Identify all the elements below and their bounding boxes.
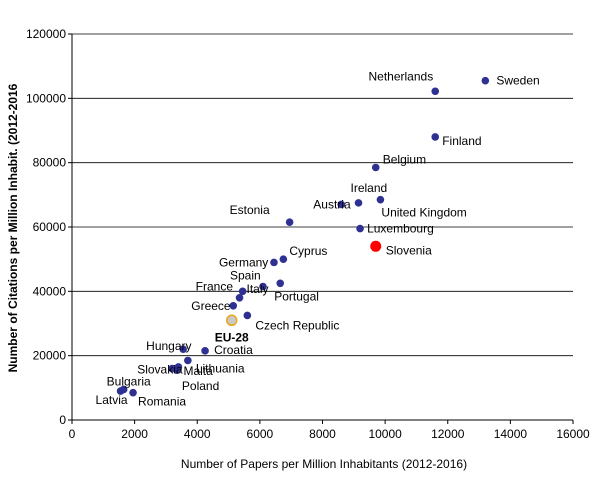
x-axis-title: Number of Papers per Million Inhabitants…	[181, 457, 467, 471]
label-cyprus: Cyprus	[289, 244, 327, 258]
label-france: France	[196, 279, 234, 293]
label-hungary: Hungary	[146, 339, 191, 353]
point-germany	[270, 258, 278, 267]
label-belgium: Belgium	[383, 152, 426, 166]
label-croatia: Croatia	[214, 343, 253, 357]
x-tick-label: 8000	[309, 427, 336, 441]
x-tick-label: 6000	[247, 427, 274, 441]
x-tick-label: 14000	[494, 427, 528, 441]
label-slovenia: Slovenia	[386, 243, 432, 257]
label-eu-28: EU-28	[215, 330, 249, 344]
point-cyprus	[279, 255, 288, 263]
point-italy	[235, 293, 244, 302]
point-portugal	[276, 279, 285, 288]
label-estonia: Estonia	[230, 203, 270, 217]
y-tick-label: 60000	[33, 220, 67, 234]
y-tick-label: 40000	[33, 284, 67, 298]
axes	[68, 33, 574, 424]
label-portugal: Portugal	[274, 289, 319, 303]
point-finland	[431, 133, 440, 141]
y-tick-label: 80000	[33, 156, 67, 170]
point-romania	[129, 388, 137, 397]
label-ireland: Ireland	[351, 181, 388, 195]
point-luxembourg	[356, 224, 364, 233]
label-italy: Italy	[247, 282, 269, 296]
label-netherlands: Netherlands	[369, 69, 434, 83]
point-austria	[337, 200, 346, 209]
point-france	[238, 287, 247, 296]
gridlines	[72, 33, 573, 357]
point-eu-28	[225, 314, 238, 327]
point-ireland	[354, 199, 363, 207]
point-spain	[259, 282, 267, 291]
label-czech-republic: Czech Republic	[255, 318, 339, 332]
label-luxembourg: Luxembourg	[367, 222, 434, 236]
x-tick-label: 4000	[184, 427, 211, 441]
label-finland: Finland	[442, 134, 481, 148]
label-united-kingdom: United Kingdom	[381, 206, 466, 220]
point-poland	[173, 366, 181, 374]
point-greece	[229, 302, 238, 310]
label-bulgaria: Bulgaria	[107, 374, 151, 388]
y-axis-title: Number of Citations per Million Inhabit.…	[6, 83, 20, 372]
label-slovakia: Slovakia	[137, 363, 183, 377]
point-latvia	[116, 387, 125, 395]
point-united-kingdom	[376, 195, 385, 204]
point-netherlands	[431, 87, 440, 96]
label-sweden: Sweden	[496, 74, 539, 88]
x-tick-label: 2000	[121, 427, 148, 441]
point-slovenia	[370, 240, 382, 252]
label-austria: Austria	[313, 197, 351, 211]
point-sweden	[481, 76, 490, 85]
data-points	[116, 76, 490, 397]
label-malta: Malta	[183, 364, 213, 378]
x-tick-label: 12000	[431, 427, 465, 441]
point-belgium	[371, 163, 380, 172]
label-latvia: Latvia	[96, 393, 128, 407]
x-tick-label: 10000	[368, 427, 402, 441]
point-croatia	[201, 347, 209, 355]
label-greece: Greece	[191, 299, 231, 313]
x-tick-label: 16000	[556, 427, 590, 441]
label-lithuania: Lithuania	[196, 361, 245, 375]
y-tick-label: 20000	[33, 349, 67, 363]
point-czech-republic	[243, 311, 252, 320]
y-tick-label: 0	[59, 413, 66, 427]
label-spain: Spain	[230, 269, 261, 283]
y-tick-label: 120000	[26, 27, 66, 41]
y-tick-labels: 0 20000 40000 60000 80000 100000 120000	[26, 27, 66, 427]
label-poland: Poland	[182, 379, 219, 393]
y-tick-label: 100000	[26, 91, 66, 105]
point-hungary	[179, 345, 187, 354]
label-romania: Romania	[138, 395, 186, 409]
point-estonia	[285, 218, 294, 226]
data-labels: Sweden Netherlands Finland Belgium Ireland Un…	[96, 69, 540, 408]
x-tick-label: 0	[69, 427, 76, 441]
point-lithuania	[184, 356, 192, 365]
x-tick-labels: 0 2000 4000 6000 8000 10000 12000 14000 16000	[69, 427, 590, 441]
label-germany: Germany	[219, 255, 268, 269]
